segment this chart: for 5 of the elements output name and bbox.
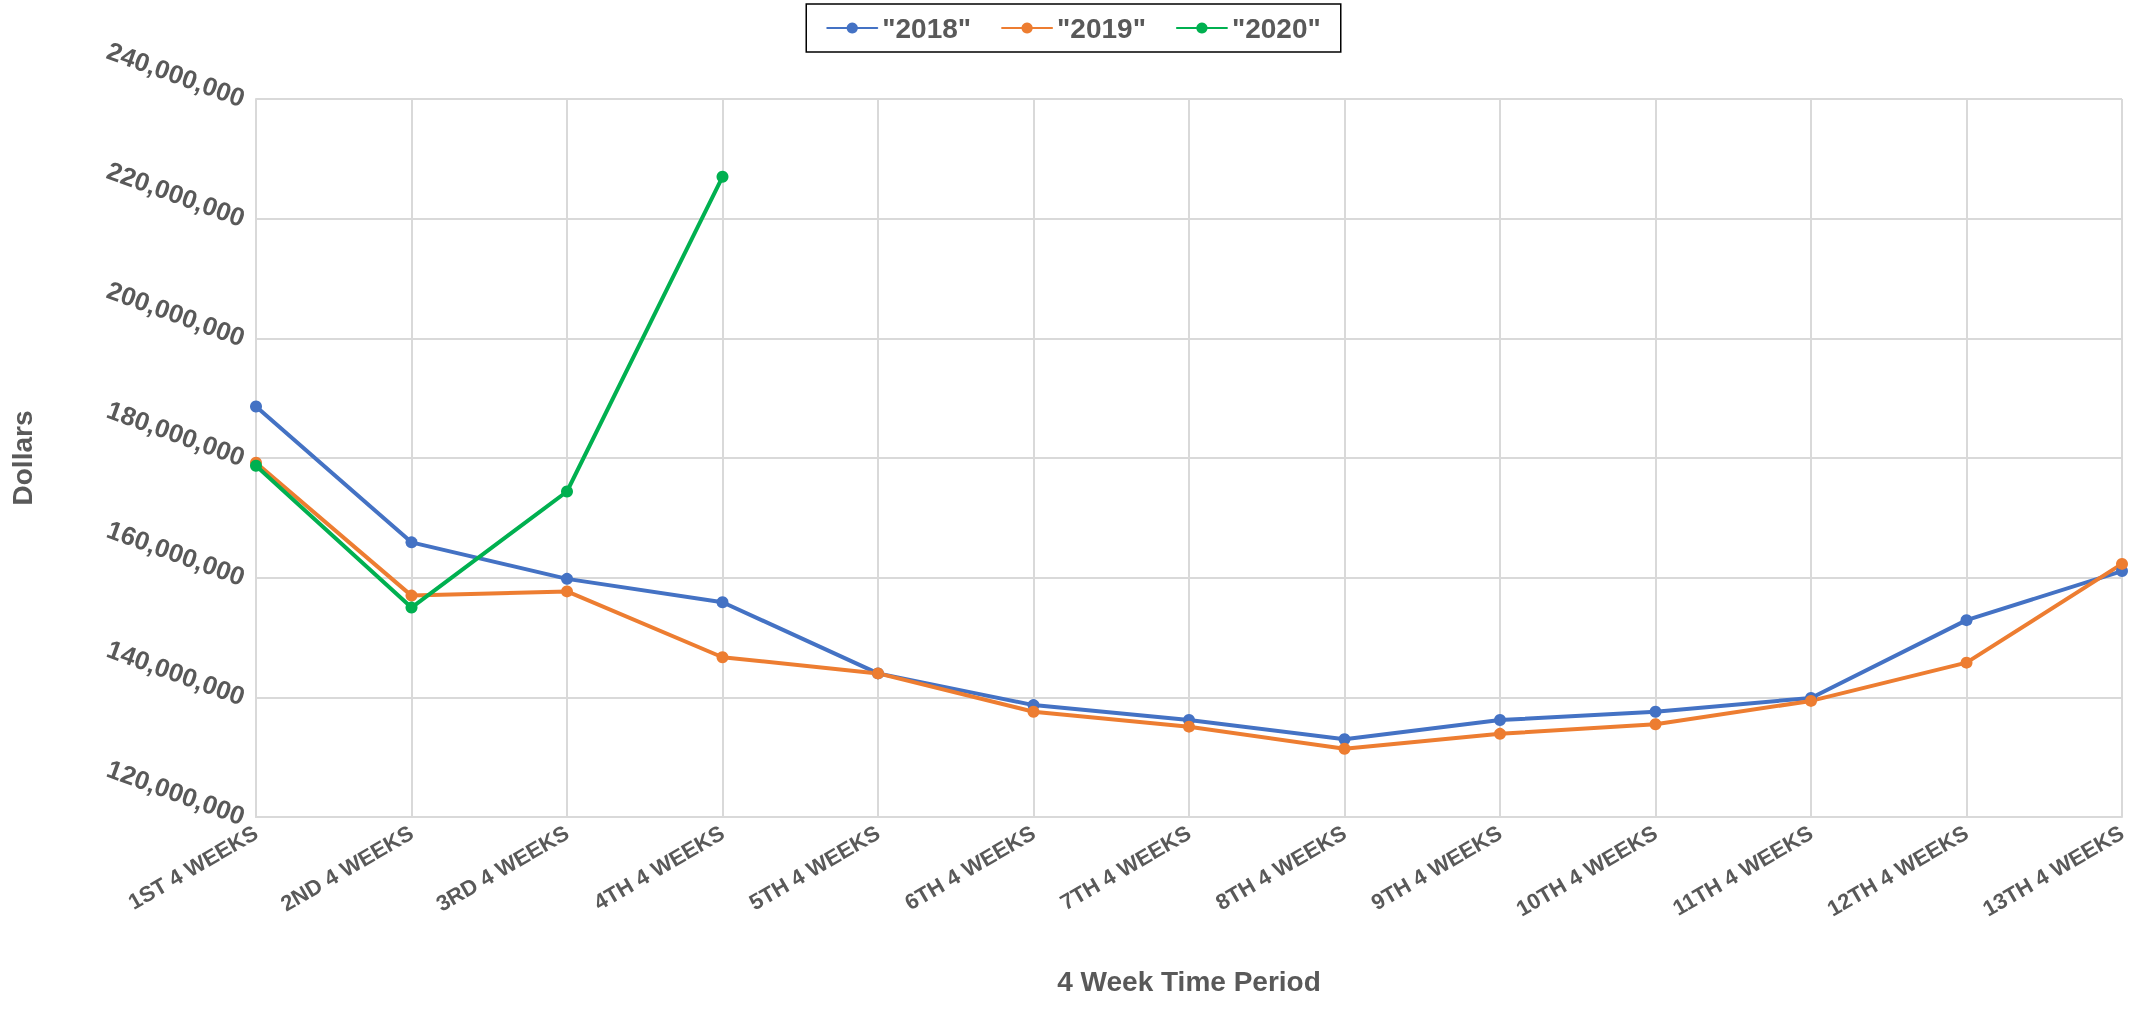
- y-axis-title: Dollars: [6, 410, 38, 506]
- x-axis-title: 4 Week Time Period: [1057, 965, 1321, 997]
- legend-label: "2019": [1057, 12, 1146, 44]
- legend-label: "2020": [1231, 12, 1321, 44]
- legend-label: "2018": [882, 12, 972, 44]
